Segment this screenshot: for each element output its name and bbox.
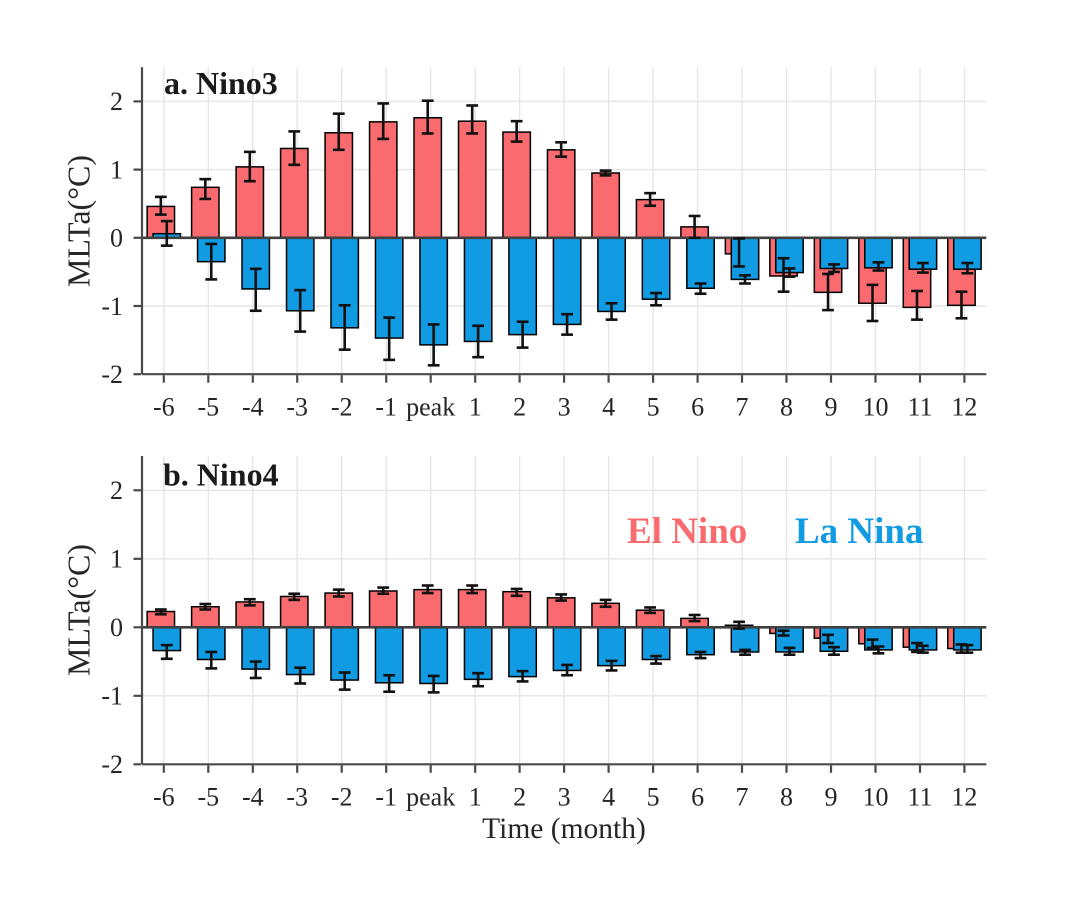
svg-text:-1: -1	[375, 783, 397, 812]
svg-text:0: 0	[110, 224, 123, 253]
svg-text:peak: peak	[406, 393, 455, 422]
svg-text:5: 5	[647, 783, 660, 812]
svg-text:3: 3	[558, 783, 571, 812]
svg-text:-1: -1	[375, 393, 397, 422]
svg-text:1: 1	[469, 783, 482, 812]
svg-text:2: 2	[110, 476, 123, 505]
svg-text:3: 3	[558, 393, 571, 422]
svg-text:a. Nino3: a. Nino3	[164, 65, 278, 101]
svg-text:-2: -2	[331, 393, 353, 422]
svg-text:-5: -5	[197, 783, 219, 812]
svg-text:1: 1	[110, 545, 123, 574]
svg-text:7: 7	[736, 783, 749, 812]
svg-text:9: 9	[825, 783, 838, 812]
svg-text:-2: -2	[101, 750, 123, 779]
svg-text:2: 2	[110, 87, 123, 116]
svg-text:-6: -6	[153, 783, 175, 812]
svg-text:9: 9	[825, 393, 838, 422]
svg-text:-3: -3	[286, 783, 308, 812]
svg-text:El Nino: El Nino	[627, 511, 747, 552]
svg-text:4: 4	[602, 393, 615, 422]
svg-text:12: 12	[951, 393, 977, 422]
svg-text:-5: -5	[197, 393, 219, 422]
svg-text:-3: -3	[286, 393, 308, 422]
svg-text:-4: -4	[242, 783, 264, 812]
svg-text:b. Nino4: b. Nino4	[163, 457, 279, 493]
svg-text:8: 8	[780, 783, 793, 812]
svg-text:10: 10	[863, 393, 889, 422]
svg-text:MLTa(°C): MLTa(°C)	[61, 544, 97, 676]
svg-text:5: 5	[647, 393, 660, 422]
svg-text:MLTa(°C): MLTa(°C)	[61, 155, 97, 287]
svg-text:peak: peak	[406, 783, 455, 812]
svg-text:12: 12	[951, 783, 977, 812]
svg-text:-1: -1	[101, 292, 123, 321]
svg-text:2: 2	[513, 783, 526, 812]
svg-text:-6: -6	[153, 393, 175, 422]
svg-text:-2: -2	[331, 783, 353, 812]
svg-text:-1: -1	[101, 682, 123, 711]
svg-text:8: 8	[780, 393, 793, 422]
svg-text:-4: -4	[242, 393, 264, 422]
svg-text:1: 1	[469, 393, 482, 422]
svg-text:La Nina: La Nina	[795, 511, 924, 552]
svg-text:-2: -2	[101, 360, 123, 389]
svg-text:11: 11	[907, 393, 932, 422]
svg-text:1: 1	[110, 155, 123, 184]
svg-text:2: 2	[513, 393, 526, 422]
svg-text:7: 7	[736, 393, 749, 422]
svg-text:6: 6	[691, 783, 704, 812]
svg-text:Time (month): Time (month)	[482, 813, 646, 845]
svg-text:11: 11	[907, 783, 932, 812]
svg-text:6: 6	[691, 393, 704, 422]
svg-text:10: 10	[863, 783, 889, 812]
svg-text:4: 4	[602, 783, 615, 812]
svg-text:0: 0	[110, 613, 123, 642]
